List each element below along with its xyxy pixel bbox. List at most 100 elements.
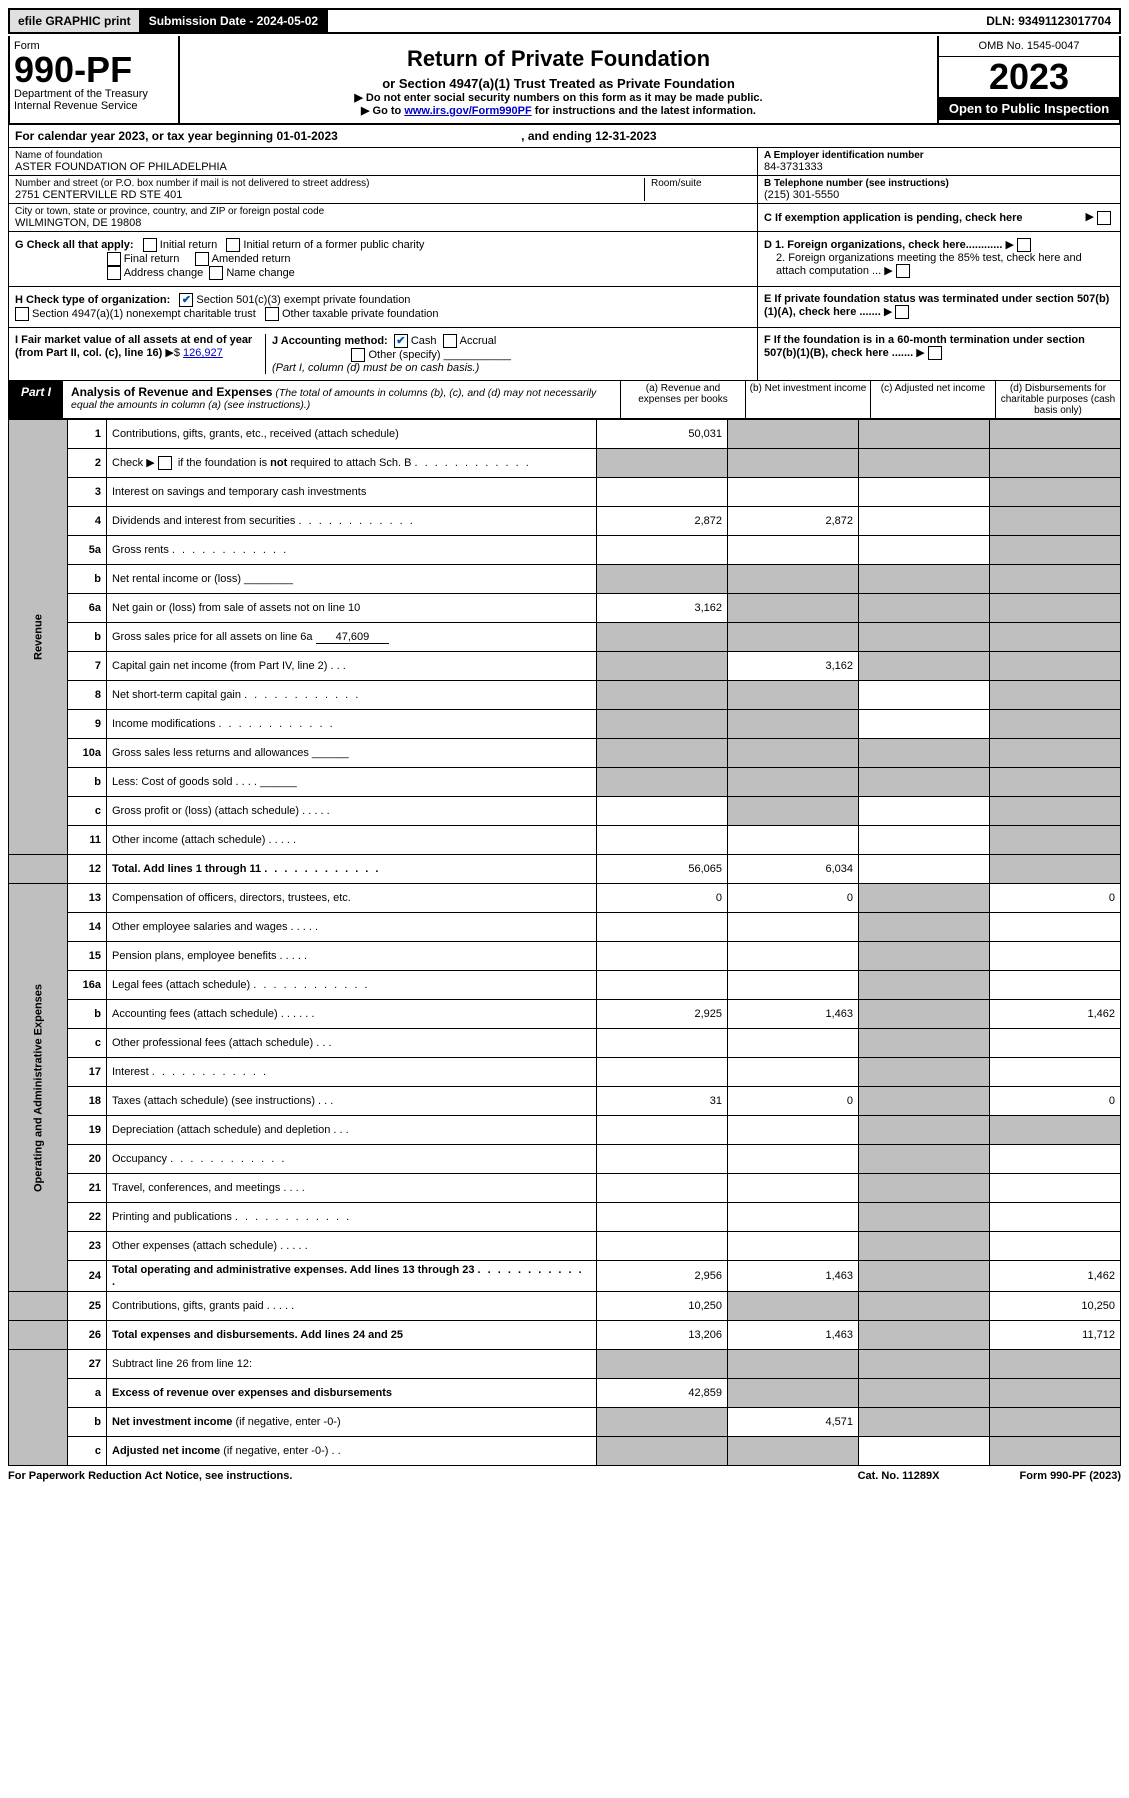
r27-no: 27 [68, 1350, 107, 1379]
r17-desc: Interest [107, 1058, 597, 1087]
r7-no: 7 [68, 652, 107, 681]
r6b-no: b [68, 623, 107, 652]
form-subtitle: or Section 4947(a)(1) Trust Treated as P… [186, 76, 931, 91]
table-row: 17 Interest [9, 1058, 1121, 1087]
irs-label: Internal Revenue Service [14, 100, 174, 112]
r18-c [859, 1087, 990, 1116]
r4-desc-text: Dividends and interest from securities [112, 515, 295, 527]
e-cb[interactable] [895, 305, 909, 319]
d1-cb[interactable] [1017, 238, 1031, 252]
form990pf-link[interactable]: www.irs.gov/Form990PF [404, 105, 531, 117]
r17-c [859, 1058, 990, 1087]
r27a-b [728, 1379, 859, 1408]
r27a-a: 42,859 [597, 1379, 728, 1408]
r10c-desc: Gross profit or (loss) (attach schedule)… [107, 797, 597, 826]
r1-a: 50,031 [597, 420, 728, 449]
city-label: City or town, state or province, country… [15, 206, 751, 217]
g-initial: Initial return [160, 239, 217, 251]
c-checkbox[interactable] [1097, 211, 1111, 225]
r2-cb[interactable] [158, 456, 172, 470]
r24-c [859, 1261, 990, 1292]
r21-desc-text: Travel, conferences, and meetings [112, 1182, 280, 1194]
form-note-2: ▶ Go to www.irs.gov/Form990PF for instru… [186, 104, 931, 117]
r21-c [859, 1174, 990, 1203]
r11-c [859, 826, 990, 855]
g-name-cb[interactable] [209, 266, 223, 280]
g-initial-former-cb[interactable] [226, 238, 240, 252]
h-other: Other taxable private foundation [282, 308, 439, 320]
r6b-d [990, 623, 1121, 652]
r25-a: 10,250 [597, 1292, 728, 1321]
r19-no: 19 [68, 1116, 107, 1145]
table-row: Operating and Administrative Expenses 13… [9, 884, 1121, 913]
j-other: Other (specify) [368, 349, 440, 361]
h-other-cb[interactable] [265, 307, 279, 321]
g-amended-cb[interactable] [195, 252, 209, 266]
r16b-b: 1,463 [728, 1000, 859, 1029]
r16c-a [597, 1029, 728, 1058]
r10a-desc: Gross sales less returns and allowances … [107, 739, 597, 768]
room-label: Room/suite [651, 178, 751, 189]
r16a-no: 16a [68, 971, 107, 1000]
r10a-desc-text: Gross sales less returns and allowances [112, 747, 309, 759]
part1-header: Part I Analysis of Revenue and Expenses … [8, 381, 1121, 419]
r1-d [990, 420, 1121, 449]
r8-c [859, 681, 990, 710]
table-row: 24Total operating and administrative exp… [9, 1261, 1121, 1292]
r8-d [990, 681, 1121, 710]
table-row: 14Other employee salaries and wages . . … [9, 913, 1121, 942]
j-cash-cb[interactable] [394, 334, 408, 348]
j-cash: Cash [411, 335, 437, 347]
r7-desc-text: Capital gain net income (from Part IV, l… [112, 660, 327, 672]
f-cb[interactable] [928, 346, 942, 360]
r16a-b [728, 971, 859, 1000]
part1-title: Analysis of Revenue and Expenses [71, 385, 272, 399]
r27b-b: 4,571 [728, 1408, 859, 1437]
form-header: Form 990-PF Department of the Treasury I… [8, 36, 1121, 125]
j-accrual: Accrual [460, 335, 497, 347]
r27b-c [859, 1408, 990, 1437]
r14-b [728, 913, 859, 942]
r20-c [859, 1145, 990, 1174]
dln-number: DLN: 93491123017704 [978, 10, 1119, 32]
r18-desc: Taxes (attach schedule) (see instruction… [107, 1087, 597, 1116]
r17-b [728, 1058, 859, 1087]
efile-print-button[interactable]: efile GRAPHIC print [10, 10, 141, 32]
r18-d: 0 [990, 1087, 1121, 1116]
g-d-row: G Check all that apply: Initial return I… [8, 232, 1121, 287]
r20-desc: Occupancy [107, 1145, 597, 1174]
r5a-desc: Gross rents [107, 536, 597, 565]
r27c-no: c [68, 1437, 107, 1466]
r27c-desc: Adjusted net income (if negative, enter … [107, 1437, 597, 1466]
r14-no: 14 [68, 913, 107, 942]
g-final-cb[interactable] [107, 252, 121, 266]
r17-no: 17 [68, 1058, 107, 1087]
r27a-d [990, 1379, 1121, 1408]
j-other-cb[interactable] [351, 348, 365, 362]
r6a-a: 3,162 [597, 594, 728, 623]
calyear-begin: For calendar year 2023, or tax year begi… [15, 129, 338, 143]
i-fmv-value[interactable]: 126,927 [183, 347, 223, 359]
h-501c3-cb[interactable] [179, 293, 193, 307]
r22-b [728, 1203, 859, 1232]
r16c-desc: Other professional fees (attach schedule… [107, 1029, 597, 1058]
table-row: cGross profit or (loss) (attach schedule… [9, 797, 1121, 826]
r27-d [990, 1350, 1121, 1379]
note2-pre: ▶ Go to [361, 105, 404, 117]
r11-a [597, 826, 728, 855]
r6a-c [859, 594, 990, 623]
h-4947-cb[interactable] [15, 307, 29, 321]
r16a-a [597, 971, 728, 1000]
r10a-d [990, 739, 1121, 768]
r17-desc-text: Interest [112, 1066, 149, 1078]
r9-desc-text: Income modifications [112, 718, 215, 730]
r20-a [597, 1145, 728, 1174]
d2-cb[interactable] [896, 264, 910, 278]
r24-a: 2,956 [597, 1261, 728, 1292]
h-label: H Check type of organization: [15, 294, 170, 306]
j-accrual-cb[interactable] [443, 334, 457, 348]
g-initial-cb[interactable] [143, 238, 157, 252]
g-address-cb[interactable] [107, 266, 121, 280]
r14-d [990, 913, 1121, 942]
r16b-no: b [68, 1000, 107, 1029]
